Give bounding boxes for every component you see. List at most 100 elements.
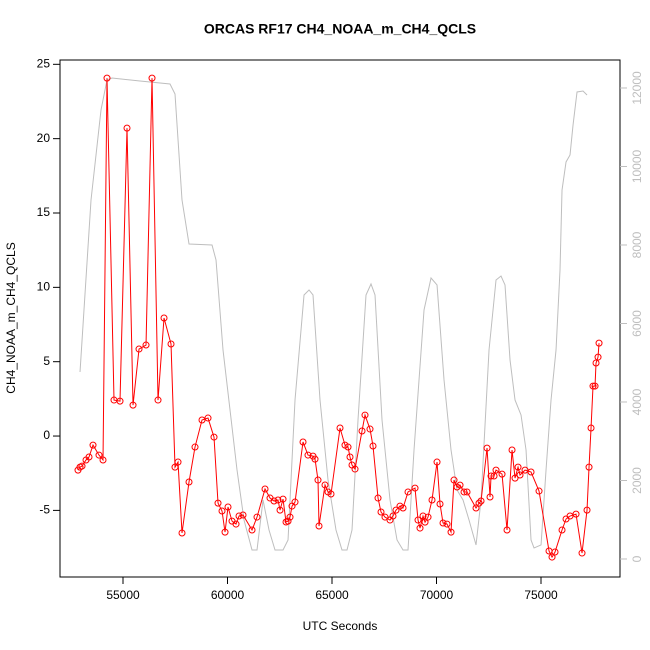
data-point — [503, 526, 511, 534]
data-point — [123, 124, 131, 132]
data-point — [591, 382, 599, 390]
data-point — [551, 548, 559, 556]
data-point — [327, 490, 335, 498]
data-point — [443, 520, 451, 528]
data-point — [472, 504, 480, 512]
data-point — [261, 485, 269, 493]
data-point — [595, 339, 603, 347]
data-point — [460, 488, 468, 496]
data-point — [321, 481, 329, 489]
y-tick-label: 5 — [43, 354, 50, 368]
data-point — [436, 500, 444, 508]
y2-tick-label: 8000 — [630, 231, 644, 258]
data-point — [311, 455, 319, 463]
data-point — [214, 499, 222, 507]
data-point — [414, 516, 422, 524]
data-point — [558, 526, 566, 534]
data-point — [274, 496, 282, 504]
data-point — [178, 529, 186, 537]
data-point — [514, 463, 522, 471]
y2-tick-label: 6000 — [630, 310, 644, 337]
data-point — [463, 488, 471, 496]
data-point — [346, 453, 354, 461]
data-point — [589, 382, 597, 390]
data-point — [447, 528, 455, 536]
data-point — [392, 506, 400, 514]
data-point — [276, 506, 284, 514]
data-point — [377, 508, 385, 516]
data-point — [210, 433, 218, 441]
x-tick-label: 75000 — [524, 588, 558, 602]
y2-tick-label: 4000 — [630, 388, 644, 415]
data-point — [99, 456, 107, 464]
data-point — [171, 463, 179, 471]
data-point — [366, 425, 374, 433]
data-point — [85, 453, 93, 461]
data-point — [527, 468, 535, 476]
data-point — [511, 474, 519, 482]
data-point — [129, 401, 137, 409]
data-point — [566, 512, 574, 520]
y-axis-label: CH4_NOAA_m_CH4_QCLS — [4, 242, 18, 393]
data-point — [578, 549, 586, 557]
data-point — [239, 511, 247, 519]
data-point — [381, 513, 389, 521]
data-point — [492, 466, 500, 474]
data-point — [572, 510, 580, 518]
data-point — [369, 442, 377, 450]
x-tick-label: 65000 — [315, 588, 349, 602]
y2-tick-label: 2000 — [630, 467, 644, 494]
y2-tick-label: 12000 — [630, 71, 644, 105]
y-tick-label: -5 — [39, 503, 50, 517]
data-point — [191, 443, 199, 451]
data-point — [490, 472, 498, 480]
data-point — [592, 359, 600, 367]
data-point — [167, 340, 175, 348]
data-point — [361, 411, 369, 419]
data-point — [224, 503, 232, 511]
data-point — [314, 476, 322, 484]
data-point — [221, 528, 229, 536]
data-point — [218, 507, 226, 515]
data-point — [483, 444, 491, 452]
data-point — [142, 341, 150, 349]
data-point — [416, 524, 424, 532]
series-line — [77, 78, 600, 559]
data-point — [235, 512, 243, 520]
data-point — [135, 345, 143, 353]
data-point — [270, 497, 278, 505]
data-point — [198, 416, 206, 424]
data-point — [336, 424, 344, 432]
data-point — [428, 496, 436, 504]
x-tick-label: 60000 — [211, 588, 245, 602]
data-point — [89, 441, 97, 449]
data-point — [103, 74, 111, 82]
data-point — [299, 438, 307, 446]
data-point — [421, 518, 429, 526]
y-tick-label: 20 — [37, 131, 51, 145]
data-point — [535, 487, 543, 495]
data-point — [587, 424, 595, 432]
data-point — [521, 466, 529, 474]
data-point — [286, 513, 294, 521]
data-point — [548, 553, 556, 561]
data-point — [116, 397, 124, 405]
data-point — [399, 504, 407, 512]
data-point — [450, 476, 458, 484]
data-point — [154, 396, 162, 404]
data-point — [374, 494, 382, 502]
data-point — [291, 498, 299, 506]
y-tick-label: 25 — [37, 56, 51, 70]
data-point — [424, 513, 432, 521]
y-tick-label: 15 — [37, 205, 51, 219]
data-point — [351, 465, 359, 473]
data-point — [315, 522, 323, 530]
data-point — [148, 74, 156, 82]
data-point — [477, 497, 485, 505]
data-point — [475, 499, 483, 507]
data-point — [204, 414, 212, 422]
x-axis-label: UTC Seconds — [303, 619, 378, 633]
chart-title: ORCAS RF17 CH4_NOAA_m_CH4_QCLS — [204, 21, 476, 37]
